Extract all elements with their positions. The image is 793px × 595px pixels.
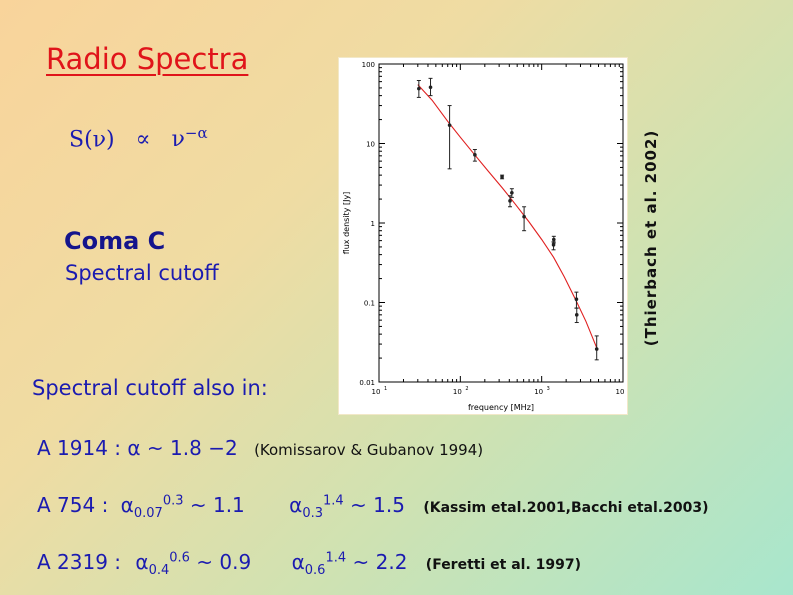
slide-title: Radio Spectra [46, 42, 249, 76]
data-point [594, 347, 599, 351]
spectrum-formula: S(ν) ∝ ν−α [69, 124, 208, 152]
y-axis-label: flux density [Jy] [342, 192, 351, 255]
data-point [552, 237, 556, 242]
data-point [574, 313, 579, 317]
formula-nu: ν [171, 127, 185, 153]
x-tick-label-exponent: 1 [384, 386, 387, 392]
y-tick-label: 100 [362, 61, 375, 69]
row-a1914: A 1914 : α ~ 1.8 −2 (Komissarov & Gubano… [37, 436, 484, 460]
proportional-symbol: ∝ [135, 127, 151, 153]
x-tick-label-exponent: 2 [465, 386, 468, 392]
spectrum-plot: 1011021031041001010.10.01 frequency [MHz… [342, 61, 631, 412]
cluster-name: A 2319 [37, 550, 108, 574]
data-point [428, 85, 433, 90]
spectrum-chart: 1011021031041001010.10.01 frequency [MHz… [338, 57, 631, 415]
alpha-symbol: α [127, 436, 141, 460]
x-tick-label: 10 [453, 388, 462, 396]
plot-frame [378, 63, 624, 383]
coma-c-heading: Coma C [64, 227, 166, 255]
x-tick-label: 10 [616, 388, 625, 396]
cutoff-also-label: Spectral cutoff also in: [32, 376, 268, 400]
data-point [551, 243, 556, 247]
formula-exponent: −α [184, 124, 208, 142]
data-point [508, 199, 512, 203]
alpha-value: ~ 1.8 −2 [140, 436, 238, 460]
data-point [417, 86, 421, 91]
y-tick-label: 10 [366, 141, 375, 149]
row-a754: A 754 : α0.070.3 ~ 1.1 α0.31.4 ~ 1.5 (Ka… [37, 493, 709, 521]
x-tick-label: 10 [534, 388, 543, 396]
fit-curve [417, 84, 599, 351]
x-tick-label-exponent: 3 [547, 386, 550, 392]
cluster-name: A 1914 [37, 436, 108, 460]
coma-c-subtitle: Spectral cutoff [65, 261, 219, 285]
citation-vertical: (Thierbach et al. 2002) [642, 129, 660, 346]
data-point [510, 190, 514, 195]
row-a2319: A 2319 : α0.40.6 ~ 0.9 α0.61.4 ~ 2.2 (Fe… [37, 550, 582, 578]
y-tick-label: 0.1 [364, 300, 375, 308]
data-point [522, 214, 526, 219]
cluster-name: A 754 [37, 493, 96, 517]
reference: (Kassim etal.2001,Bacchi etal.2003) [423, 500, 709, 516]
data-point [447, 123, 452, 127]
data-point [473, 153, 477, 157]
data-point [574, 297, 579, 302]
y-tick-label: 1 [371, 220, 375, 228]
reference: (Komissarov & Gubanov 1994) [254, 441, 484, 459]
formula-lhs: S(ν) [69, 127, 115, 153]
y-tick-label: 0.01 [359, 379, 375, 387]
data-point [500, 175, 504, 179]
x-tick-label: 10 [372, 388, 381, 396]
x-axis-label: frequency [MHz] [468, 403, 534, 412]
reference: (Feretti et al. 1997) [425, 557, 582, 573]
